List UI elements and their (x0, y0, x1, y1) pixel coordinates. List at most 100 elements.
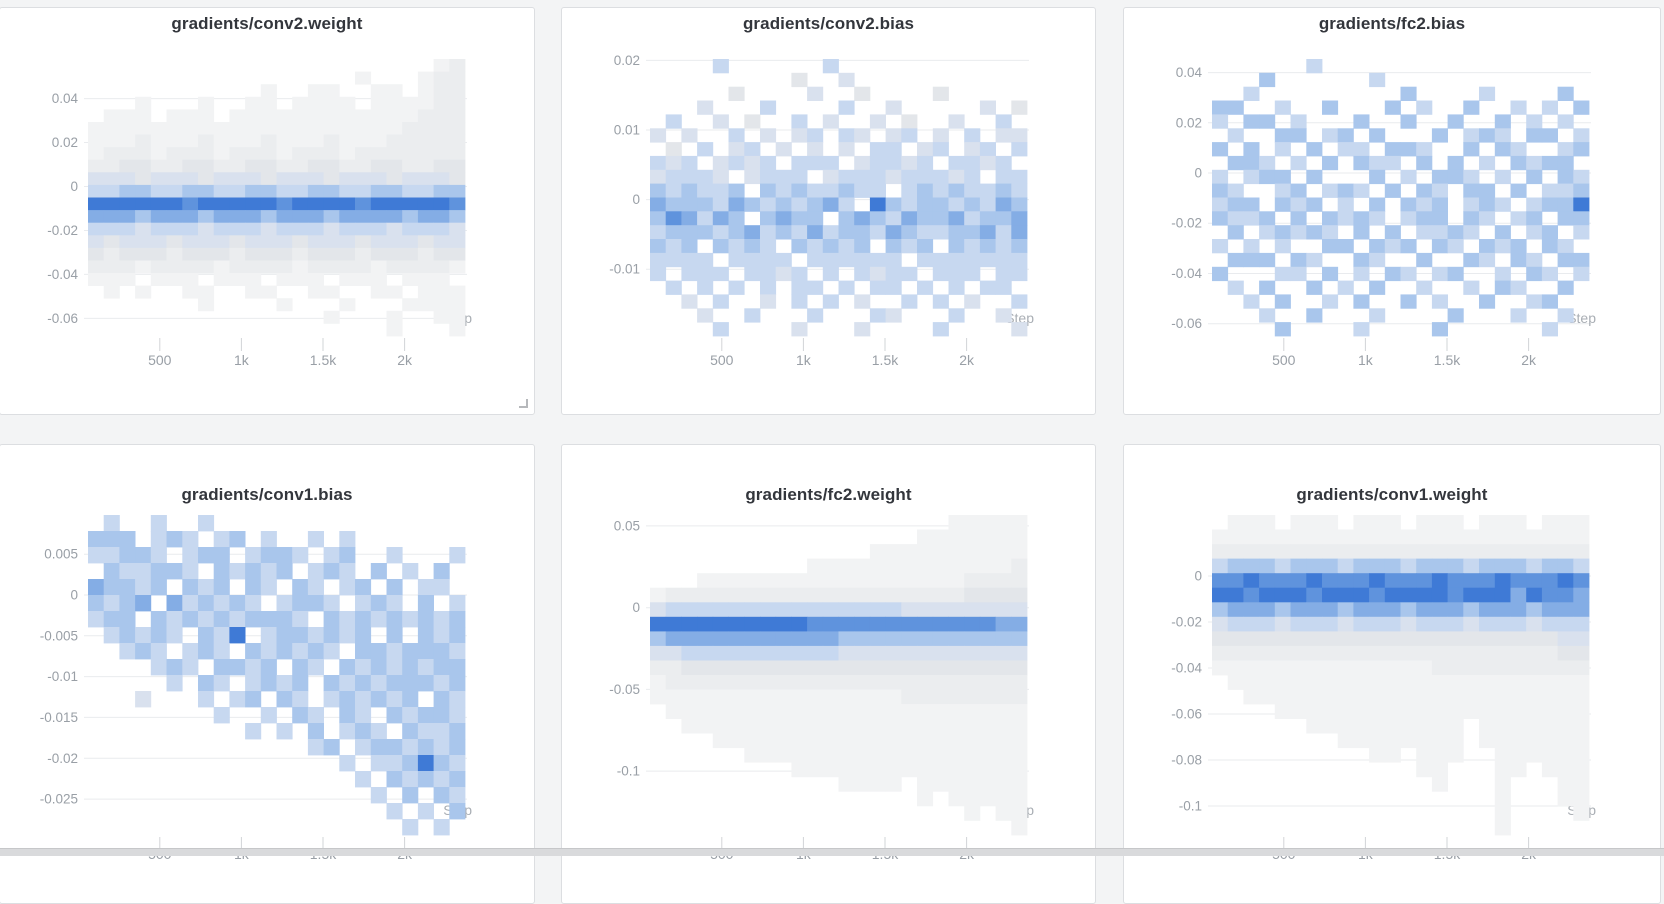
histogram-bin (323, 547, 340, 564)
histogram-bin (1447, 266, 1464, 282)
histogram-bin (1212, 558, 1229, 574)
histogram-bin (1447, 155, 1464, 171)
histogram-bin (1290, 689, 1307, 705)
histogram-bin (119, 159, 136, 173)
histogram-bin (433, 260, 450, 274)
histogram-bin (728, 155, 745, 171)
panel-gradients-conv1-weight[interactable]: Step5001k1.5k2k0-0.02-0.04-0.06-0.08-0.1… (1123, 444, 1661, 904)
histogram-bin (307, 627, 324, 644)
histogram-bin (775, 747, 792, 763)
histogram-bin (948, 762, 965, 778)
histogram-bin (964, 689, 981, 705)
histogram-bin (1557, 645, 1574, 661)
histogram-bin (386, 210, 403, 224)
histogram-bin (1479, 529, 1496, 545)
panel-gradients-conv1-bias[interactable]: Step5001k1.5k2k0.0050-0.005-0.01-0.015-0… (0, 444, 535, 904)
histogram-bin (1431, 322, 1448, 337)
histogram-bin (822, 689, 839, 705)
histogram-bin (1227, 225, 1244, 240)
histogram-bin (1541, 225, 1558, 240)
histogram-bin (119, 122, 136, 135)
histogram-bin (964, 747, 981, 763)
histogram-bin (119, 611, 136, 628)
histogram-bin (1306, 280, 1323, 295)
histogram-bin (979, 660, 996, 676)
histogram-bin (307, 643, 324, 660)
histogram-bin (1463, 100, 1480, 115)
histogram-bin (260, 222, 277, 236)
histogram-bin (822, 573, 839, 589)
histogram-bin (1557, 747, 1574, 763)
heatmap-gradients-conv2-bias[interactable]: Step 500 1k 1.5k 2k 0.02 0.01 0 -0.01 (562, 8, 1095, 414)
histogram-bin (1479, 645, 1496, 661)
histogram-bin (1541, 733, 1558, 749)
histogram-bin (370, 273, 387, 286)
heatmap-gradients-fc2-bias[interactable]: Step 500 1k 1.5k 2k 0.04 0.02 0 -0.02 -0.04 -0.06 (1124, 8, 1660, 414)
histogram-bin (88, 273, 105, 286)
histogram-bin (1353, 155, 1370, 171)
histogram-bin (807, 689, 824, 705)
histogram-bin (932, 252, 949, 268)
histogram-bin (386, 771, 403, 788)
histogram-bin (449, 755, 466, 772)
histogram-bin (807, 211, 824, 226)
histogram-bin (150, 563, 167, 580)
heatmap-gradients-conv1-bias[interactable]: Step5001k1.5k2k0.0050-0.005-0.01-0.015-0… (0, 445, 534, 903)
histogram-bin (1510, 252, 1527, 268)
histogram-bin (744, 587, 761, 603)
histogram-bin (917, 183, 934, 198)
histogram-bin (854, 211, 871, 226)
histogram-bin (198, 515, 215, 532)
histogram-bin (402, 134, 419, 148)
histogram-bin (838, 183, 855, 198)
histogram-bin (1259, 225, 1276, 240)
histogram-bin (948, 747, 965, 763)
panel-gradients-fc2-bias[interactable]: Step 500 1k 1.5k 2k 0.04 0.02 0 -0.02 -0.04 -0.06 … (1123, 7, 1661, 415)
histogram-bin (760, 183, 777, 198)
histogram-bin (1306, 558, 1323, 574)
histogram-bin (1011, 776, 1028, 792)
histogram-bin (1274, 645, 1291, 661)
histogram-bin (838, 675, 855, 690)
histogram-bin (979, 100, 996, 115)
histogram-bin (433, 147, 450, 161)
histogram-bin (1526, 558, 1543, 574)
histogram-bin (1306, 704, 1323, 719)
histogram-bin (260, 675, 277, 692)
histogram-bin (1541, 197, 1558, 212)
histogram-bin (229, 109, 246, 123)
histogram-bin (1212, 114, 1229, 129)
histogram-bin (1384, 587, 1401, 603)
histogram-bin (1494, 197, 1511, 212)
histogram-bin (1494, 762, 1511, 778)
panel-gradients-conv2-weight[interactable]: Step5001k1.5k2k0.040.020-0.02-0.04-0.06 … (0, 7, 535, 415)
histogram-bin (1431, 704, 1448, 719)
histogram-bin (932, 322, 949, 337)
histogram-bin (697, 616, 714, 632)
histogram-bin (245, 611, 262, 628)
histogram-bin (1337, 239, 1354, 254)
histogram-bin (229, 222, 246, 236)
histogram-bin (1416, 733, 1433, 749)
histogram-bin (1573, 747, 1590, 763)
panel-gradients-conv2-bias[interactable]: Step 500 1k 1.5k 2k 0.02 0.01 0 -0.01 gradients/… (561, 7, 1096, 415)
histogram-bin (1384, 225, 1401, 240)
histogram-bin (292, 159, 309, 173)
histogram-bin (229, 611, 246, 628)
histogram-bin (885, 252, 902, 268)
histogram-bin (386, 707, 403, 724)
resize-handle-icon[interactable] (519, 399, 528, 408)
histogram-bin (869, 747, 886, 763)
histogram-bin (182, 579, 199, 596)
histogram-bin (1541, 616, 1558, 632)
histogram-bin (229, 122, 246, 135)
histogram-bin (1011, 747, 1028, 763)
histogram-bin (1290, 631, 1307, 647)
histogram-bin (339, 531, 356, 548)
histogram-bin (932, 616, 949, 632)
histogram-bin (885, 689, 902, 705)
